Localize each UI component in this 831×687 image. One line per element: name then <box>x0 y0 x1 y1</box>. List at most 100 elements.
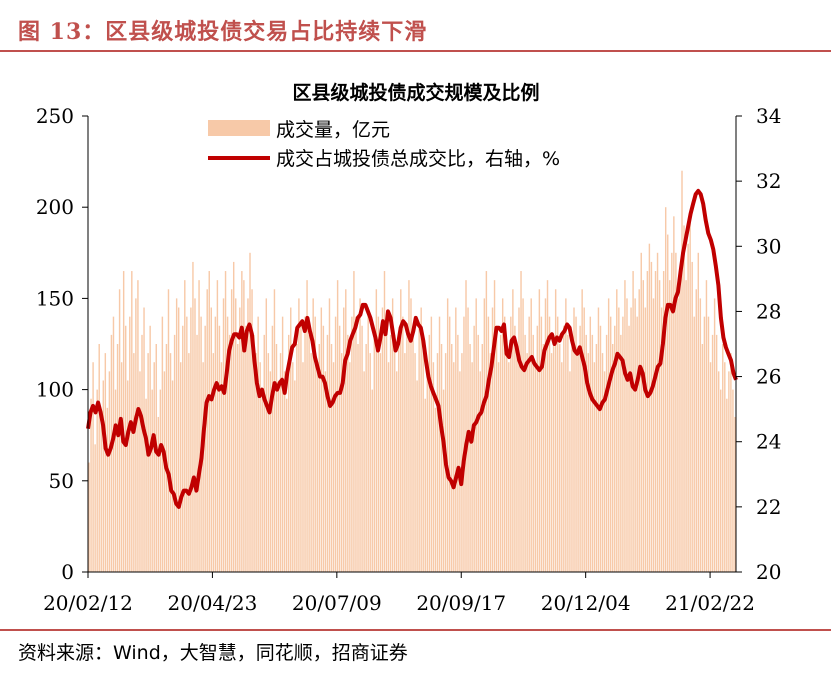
volume-bar <box>432 362 435 572</box>
volume-bar <box>343 307 345 572</box>
volume-bar <box>683 225 685 572</box>
volume-bar <box>328 298 331 572</box>
x-tick-label: 20/07/09 <box>292 591 382 615</box>
volume-bar <box>186 316 188 572</box>
figure-title: 图 13：区县级城投债交易占比持续下滑 <box>18 19 428 45</box>
volume-bar <box>249 252 251 573</box>
volume-bar <box>713 298 716 572</box>
volume-bar <box>685 280 687 572</box>
y2-tick-label: 30 <box>756 234 781 258</box>
volume-bar <box>701 344 704 572</box>
volume-bar <box>281 316 284 572</box>
volume-bar <box>184 280 186 572</box>
y-tick-label: 250 <box>36 104 74 128</box>
volume-bar <box>669 280 671 572</box>
volume-bar <box>194 298 196 572</box>
volume-bar <box>634 298 636 572</box>
volume-bar <box>96 389 98 572</box>
volume-bar <box>428 334 431 572</box>
volume-bar <box>567 334 569 572</box>
volume-bar <box>314 316 316 572</box>
volume-bar <box>304 316 306 572</box>
volume-bar <box>139 371 141 572</box>
volume-bar <box>408 280 410 572</box>
volume-bar <box>618 307 620 572</box>
volume-bar <box>563 325 565 572</box>
volume-bar <box>247 298 249 572</box>
volume-bar <box>114 389 117 572</box>
volume-bar <box>357 344 359 572</box>
volume-bar <box>489 353 492 572</box>
volume-bar <box>538 289 541 572</box>
volume-bar <box>642 280 644 572</box>
volume-bar <box>420 307 422 572</box>
volume-bar <box>426 371 428 572</box>
volume-bar <box>616 289 618 572</box>
volume-bar <box>436 353 439 572</box>
volume-bar <box>416 380 418 572</box>
source-note: 资料来源：Wind，大智慧，同花顺，招商证券 <box>18 642 408 664</box>
volume-bar <box>102 380 104 572</box>
volume-bar <box>243 280 245 572</box>
volume-bar <box>534 362 536 572</box>
volume-bar <box>583 307 585 572</box>
volume-bar <box>548 316 551 572</box>
volume-bar <box>106 407 109 572</box>
volume-bar <box>414 353 416 572</box>
volume-bar <box>451 344 453 572</box>
volume-bar <box>691 261 693 572</box>
volume-bar <box>640 252 642 573</box>
volume-bar <box>220 362 223 572</box>
volume-bar <box>351 316 353 572</box>
volume-bar <box>393 334 396 572</box>
volume-bar <box>175 298 178 572</box>
volume-bar <box>424 398 426 572</box>
volume-bar <box>499 334 502 572</box>
volume-bar <box>204 325 206 572</box>
volume-bar <box>724 362 726 572</box>
volume-bar <box>180 362 182 572</box>
volume-bar <box>463 316 465 572</box>
chart-title: 区县级城投债成交规模及比例 <box>292 81 539 104</box>
volume-bar <box>312 298 314 572</box>
volume-bar <box>396 371 398 572</box>
volume-bar <box>471 362 473 572</box>
volume-bar <box>316 362 318 572</box>
volume-bar <box>365 344 367 572</box>
volume-bar <box>501 298 504 572</box>
volume-bar <box>169 353 172 572</box>
volume-bar <box>479 371 481 572</box>
volume-bar <box>526 353 528 572</box>
volume-bar <box>355 316 357 572</box>
volume-bar <box>371 389 373 572</box>
volume-bar <box>275 344 278 572</box>
volume-bar <box>709 362 712 572</box>
volume-bar <box>628 325 630 572</box>
volume-bar <box>512 289 514 572</box>
volume-bar <box>418 325 420 572</box>
volume-bar <box>228 334 231 572</box>
volume-bar <box>579 325 581 572</box>
volume-bar <box>381 307 384 572</box>
volume-bar <box>406 325 408 572</box>
volume-bar <box>455 307 457 572</box>
volume-bar <box>440 344 443 572</box>
volume-bar <box>644 307 647 572</box>
volume-bar <box>614 325 616 572</box>
volume-bar <box>550 353 553 572</box>
volume-bar <box>734 416 736 572</box>
volume-bar <box>257 316 259 572</box>
volume-bar <box>469 344 471 572</box>
y-tick-label: 200 <box>36 195 74 219</box>
volume-bar <box>292 362 294 572</box>
volume-bar <box>481 344 484 572</box>
volume-bar <box>495 325 498 572</box>
volume-bar <box>277 380 280 572</box>
y-tick-label: 150 <box>36 286 74 310</box>
volume-bar <box>367 307 369 572</box>
volume-bar <box>699 298 702 572</box>
volume-bar <box>294 380 296 572</box>
volume-bar <box>552 334 555 572</box>
volume-bar <box>259 362 261 572</box>
volume-bar <box>163 371 166 572</box>
